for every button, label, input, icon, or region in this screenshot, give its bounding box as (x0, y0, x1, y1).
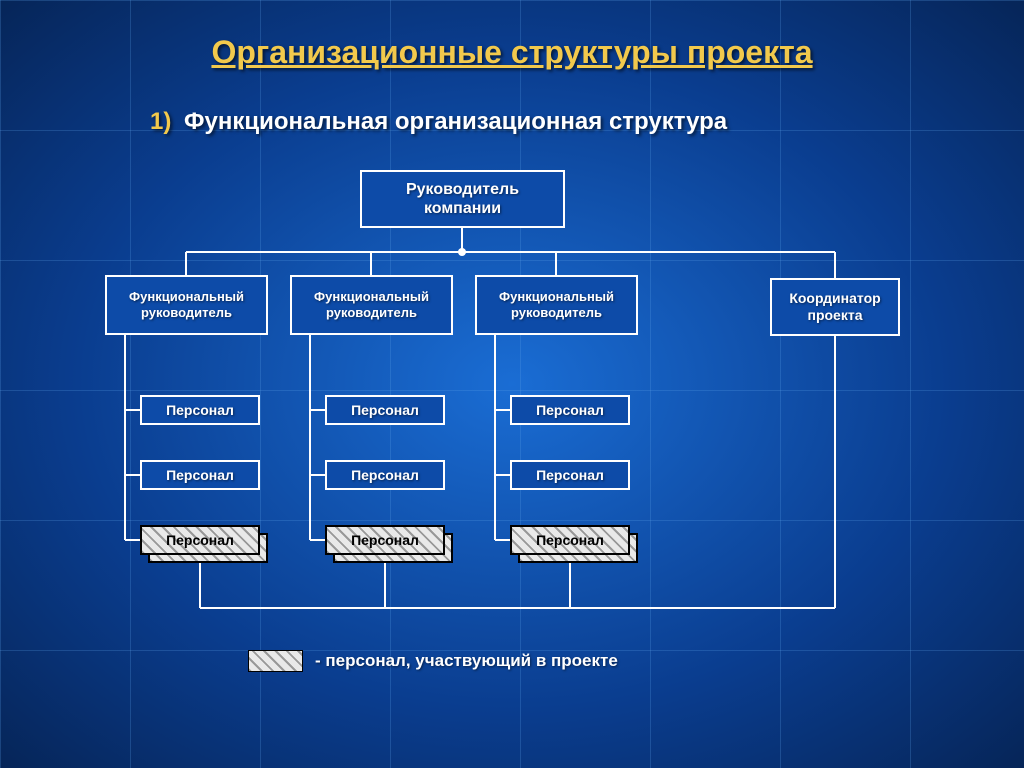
subtitle-number: 1) (150, 108, 171, 135)
slide-title: Организационные структуры проекта (0, 34, 1024, 71)
manager-box-2: Функциональный руководитель (475, 275, 638, 335)
legend-text: - персонал, участвующий в проекте (315, 651, 618, 671)
slide-subtitle: 1) Функциональная организационная структ… (150, 108, 727, 136)
manager-box-0: Функциональный руководитель (105, 275, 268, 335)
staff-box-0-1: Персонал (140, 460, 260, 490)
staff-box-1-1: Персонал (325, 460, 445, 490)
legend-swatch (248, 650, 303, 672)
staff-box-2-2: Персонал (510, 525, 630, 555)
staff-box-1-2: Персонал (325, 525, 445, 555)
title-text: Организационные структуры проекта (211, 34, 812, 70)
root-box: Руководитель компании (360, 170, 565, 228)
coordinator-box: Координатор проекта (770, 278, 900, 336)
staff-box-2-0: Персонал (510, 395, 630, 425)
subtitle-text: Функциональная организационная структура (184, 108, 727, 135)
manager-box-1: Функциональный руководитель (290, 275, 453, 335)
staff-box-2-1: Персонал (510, 460, 630, 490)
staff-box-0-2: Персонал (140, 525, 260, 555)
staff-box-1-0: Персонал (325, 395, 445, 425)
staff-box-0-0: Персонал (140, 395, 260, 425)
